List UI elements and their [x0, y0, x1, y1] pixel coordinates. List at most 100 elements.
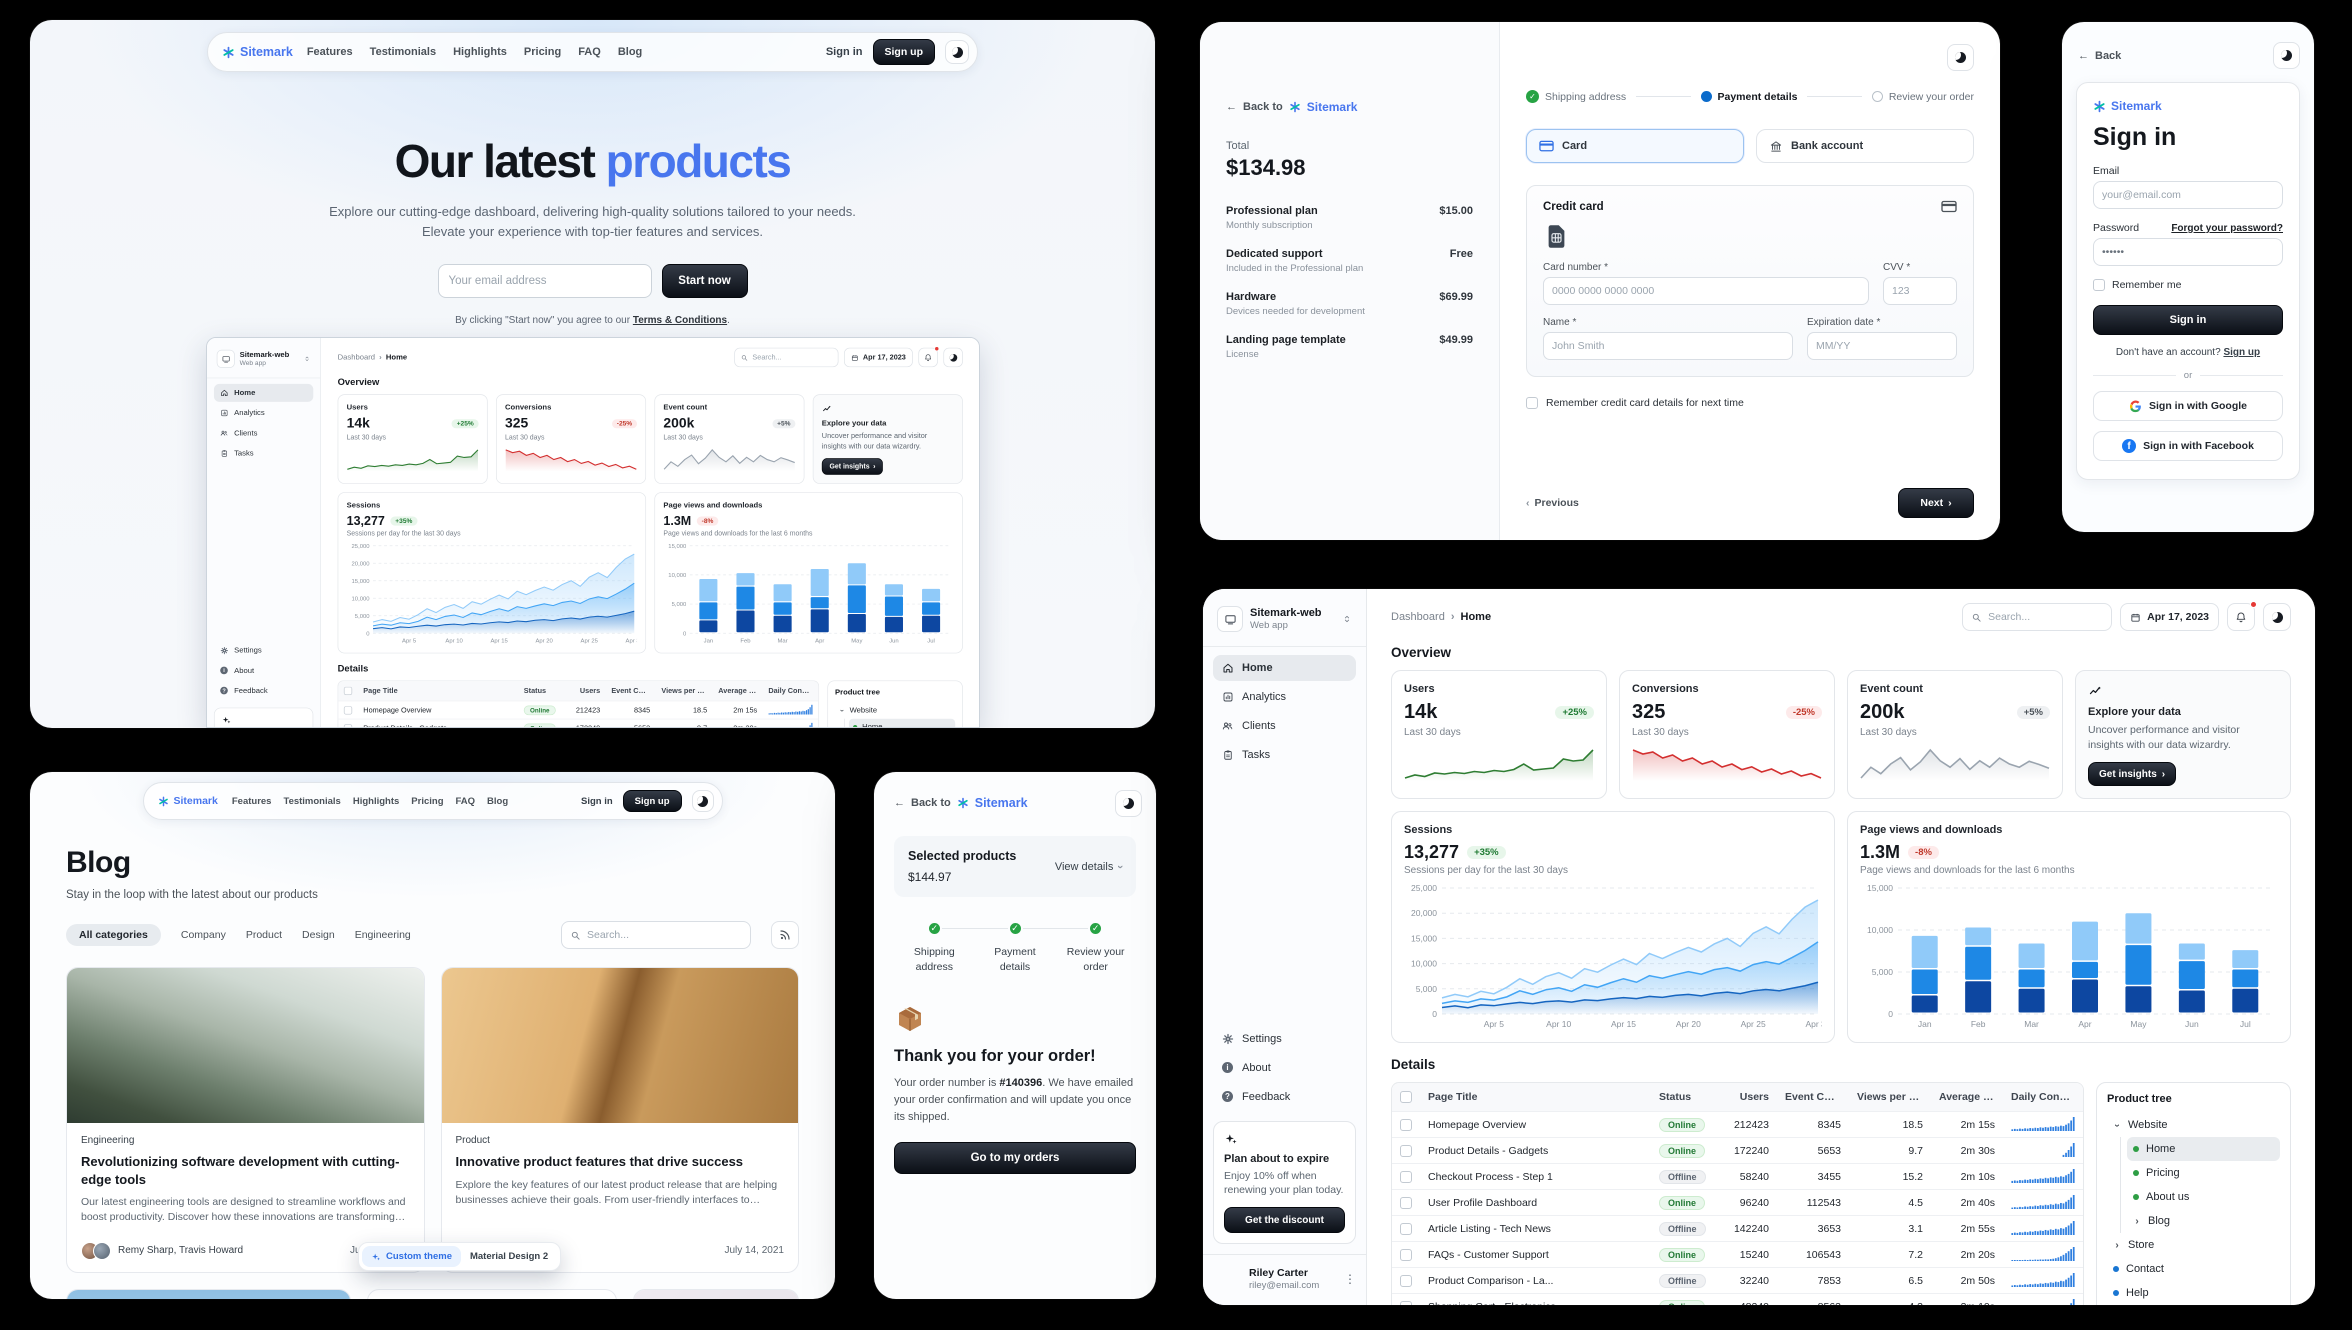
facebook-sign-in-button[interactable]: f Sign in with Facebook: [2093, 431, 2283, 461]
filter-chip-design[interactable]: Design: [302, 929, 335, 941]
table-row[interactable]: Shopping Cart - Electronics Online 48240…: [1392, 1293, 2083, 1305]
table-row[interactable]: Product Details - Gadgets Online 172240 …: [1392, 1137, 2083, 1163]
expiration-field[interactable]: [1807, 332, 1957, 360]
sidebar-item-settings[interactable]: Settings: [214, 641, 313, 659]
date-picker-button[interactable]: Apr 17, 2023: [844, 347, 913, 368]
remember-me-checkbox[interactable]: [2093, 279, 2105, 291]
stat-card-conversions[interactable]: Conversions 325 -25% Last 30 days: [495, 394, 647, 485]
row-checkbox[interactable]: [1400, 1118, 1412, 1131]
card-number-field[interactable]: [1543, 277, 1869, 305]
row-checkbox[interactable]: [343, 724, 353, 727]
nav-link-highlights[interactable]: Highlights: [352, 795, 400, 807]
sidebar-item-feedback[interactable]: ? Feedback: [1213, 1084, 1356, 1110]
go-to-orders-button[interactable]: Go to my orders: [894, 1141, 1136, 1174]
tree-item-home[interactable]: Home: [848, 718, 956, 727]
rss-button[interactable]: [771, 921, 799, 949]
brand[interactable]: Sitemark: [158, 795, 218, 807]
nav-link-features[interactable]: Features: [306, 46, 353, 58]
nav-link-highlights[interactable]: Highlights: [453, 46, 507, 58]
sign-in-button[interactable]: Sign in: [2093, 305, 2283, 335]
row-checkbox[interactable]: [1400, 1170, 1412, 1183]
table-row[interactable]: Homepage Overview Online 212423 8345 18.…: [338, 700, 819, 719]
nav-link-testimonials[interactable]: Testimonials: [369, 46, 437, 58]
sidebar-item-clients[interactable]: Clients: [214, 424, 313, 442]
email-field[interactable]: [2093, 181, 2283, 209]
sign-up-link[interactable]: Sign up: [2223, 347, 2261, 358]
sidebar-item-about[interactable]: i About: [1213, 1055, 1356, 1081]
blog-card[interactable]: [633, 1288, 799, 1299]
tree-item-help[interactable]: Help: [2107, 1281, 2280, 1305]
row-checkbox[interactable]: [1400, 1222, 1412, 1235]
custom-theme-option[interactable]: Custom theme: [362, 1246, 461, 1267]
date-picker-button[interactable]: Apr 17, 2023: [2120, 603, 2219, 631]
remember-card-checkbox[interactable]: [1526, 397, 1538, 409]
theme-toggle-button[interactable]: [943, 347, 963, 368]
row-checkbox[interactable]: [1400, 1248, 1412, 1261]
brand[interactable]: Sitemark: [222, 45, 293, 59]
nav-link-pricing[interactable]: Pricing: [411, 795, 444, 807]
filter-chip-product[interactable]: Product: [245, 929, 283, 941]
material-design-2-option[interactable]: Material Design 2: [469, 1251, 549, 1262]
sidebar-item-settings[interactable]: Settings: [1213, 1026, 1356, 1052]
tree-item-blog[interactable]: › Blog: [2127, 1209, 2280, 1233]
sidebar-item-tasks[interactable]: Tasks: [1213, 742, 1356, 768]
filter-chip-company[interactable]: Company: [180, 929, 226, 941]
stat-card-events[interactable]: Event count 200k +5% Last 30 days: [1847, 670, 2063, 800]
select-all-checkbox[interactable]: [343, 687, 353, 696]
table-row[interactable]: Homepage Overview Online 212423 8345 18.…: [1392, 1111, 2083, 1137]
table-row[interactable]: Checkout Process - Step 1 Offline 58240 …: [1392, 1163, 2083, 1189]
theme-toggle-button[interactable]: [945, 40, 969, 64]
sign-up-button[interactable]: Sign up: [622, 790, 682, 812]
step-review[interactable]: Review your order: [1871, 91, 1974, 103]
sidebar-item-tasks[interactable]: Tasks: [214, 444, 313, 462]
tree-item-pricing[interactable]: Pricing: [2127, 1161, 2280, 1185]
pay-with-bank-button[interactable]: Bank account: [1756, 129, 1974, 163]
tree-item-store[interactable]: › Store: [2107, 1233, 2280, 1257]
search-input[interactable]: [561, 921, 751, 949]
blog-card[interactable]: Company Our company's journey: milestone…: [367, 1288, 617, 1299]
workspace-select[interactable]: Sitemark-web Web app: [214, 346, 313, 372]
table-row[interactable]: Product Comparison - La... Offline 32240…: [1392, 1267, 2083, 1293]
sidebar-item-analytics[interactable]: Analytics: [214, 404, 313, 422]
table-row[interactable]: User Profile Dashboard Online 96240 1125…: [1392, 1189, 2083, 1215]
view-details-button[interactable]: View details ›: [1054, 860, 1127, 873]
tree-item-contact[interactable]: Contact: [2107, 1257, 2280, 1281]
notifications-button[interactable]: [2227, 601, 2257, 631]
search-input[interactable]: [1962, 603, 2113, 631]
get-insights-button[interactable]: Get insights ›: [821, 458, 884, 476]
notifications-button[interactable]: [918, 346, 940, 368]
nav-link-features[interactable]: Features: [231, 795, 272, 807]
blog-card[interactable]: [66, 1288, 351, 1299]
cvv-field[interactable]: [1883, 277, 1957, 305]
back-link[interactable]: ← Back to Sitemark: [1226, 100, 1358, 114]
get-insights-button[interactable]: Get insights ›: [2088, 762, 2177, 787]
row-checkbox[interactable]: [1400, 1274, 1412, 1287]
select-all-checkbox[interactable]: [1400, 1091, 1412, 1104]
tree-item-home[interactable]: Home: [2127, 1137, 2280, 1162]
blog-card[interactable]: Product Innovative product features that…: [440, 967, 799, 1273]
table-row[interactable]: Product Details - Gadgets Online 172240 …: [338, 718, 819, 727]
row-checkbox[interactable]: [1400, 1300, 1412, 1305]
theme-toggle-button[interactable]: [1947, 44, 1974, 71]
search-input[interactable]: [734, 347, 839, 368]
stat-card-users[interactable]: Users 14k +25% Last 30 days: [337, 394, 488, 485]
tree-item-about-us[interactable]: About us: [2127, 1185, 2280, 1209]
previous-button[interactable]: ‹ Previous: [1526, 497, 1579, 509]
tree-item-website[interactable]: › Website: [838, 706, 878, 715]
theme-toggle-button[interactable]: [691, 790, 714, 812]
filter-chip-all[interactable]: All categories: [66, 924, 161, 946]
terms-link[interactable]: Terms & Conditions: [632, 315, 728, 327]
sidebar-item-clients[interactable]: Clients: [1213, 713, 1356, 739]
theme-toggle-button[interactable]: [1115, 790, 1142, 817]
nav-link-testimonials[interactable]: Testimonials: [283, 795, 341, 807]
step-shipping[interactable]: ✓ Shipping address: [1526, 90, 1626, 103]
sign-in-link[interactable]: Sign in: [581, 795, 613, 807]
back-link[interactable]: ← Back: [2078, 50, 2122, 62]
password-field[interactable]: [2093, 238, 2283, 266]
nav-link-faq[interactable]: FAQ: [578, 46, 601, 58]
name-field[interactable]: [1543, 332, 1793, 360]
sidebar-item-home[interactable]: Home: [1213, 655, 1356, 681]
sidebar-item-feedback[interactable]: ? Feedback: [214, 682, 313, 700]
google-sign-in-button[interactable]: Sign in with Google: [2093, 391, 2283, 421]
workspace-select[interactable]: Sitemark-web Web app: [1213, 600, 1356, 638]
